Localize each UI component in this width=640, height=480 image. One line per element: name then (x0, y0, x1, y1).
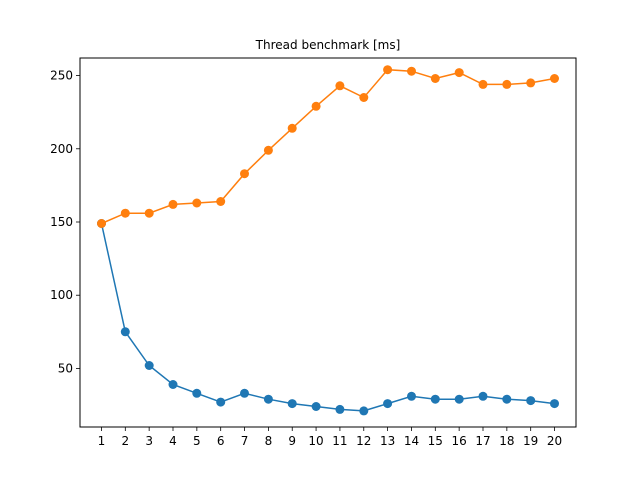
chart-title: Thread benchmark [ms] (255, 38, 401, 52)
series-2-point (502, 79, 512, 89)
x-tick-label: 1 (98, 434, 106, 448)
series-1-point (263, 394, 273, 404)
series-2-point (383, 65, 393, 75)
series-2-point (359, 93, 369, 102)
series-2-point (263, 145, 273, 155)
series-1-point (478, 391, 488, 401)
x-tick-label: 16 (452, 434, 467, 448)
x-tick-label: 15 (428, 434, 443, 448)
x-tick-label: 10 (308, 434, 323, 448)
series-1-point (144, 361, 154, 370)
series-1-point (216, 397, 226, 407)
series-2-point (478, 79, 488, 89)
series-2-point (335, 81, 345, 91)
series-1-point (359, 406, 369, 416)
x-tick-label: 8 (265, 434, 273, 448)
x-tick-label: 18 (499, 434, 514, 448)
x-tick-label: 13 (380, 434, 395, 448)
x-tick-label: 5 (193, 434, 201, 448)
series-1-point (192, 388, 202, 398)
x-tick-label: 3 (145, 434, 153, 448)
series-2-point (144, 208, 154, 218)
x-tick-label: 19 (523, 434, 538, 448)
plot-frame (79, 57, 577, 428)
series-2-point (407, 66, 416, 76)
series-2-point (287, 123, 297, 133)
x-tick-label: 4 (169, 434, 177, 448)
series-1-point (430, 394, 440, 404)
series-layer (97, 65, 559, 416)
y-tick-label: 200 (50, 142, 73, 156)
x-tick-label: 12 (356, 434, 371, 448)
series-2-point (454, 68, 464, 78)
series-2-point (430, 74, 440, 83)
x-tick-label: 17 (475, 434, 490, 448)
x-tick-label: 2 (121, 434, 129, 448)
x-axis: 1 2 3 4 5 6 7 8 9 10 11 12 13 14 15 16 17 18 19 20 (98, 427, 562, 448)
series-2-point (192, 198, 202, 208)
series-2-line (101, 68, 555, 225)
x-tick-label: 14 (404, 434, 419, 448)
x-tick-label: 9 (288, 434, 296, 448)
series-1-point (550, 399, 559, 409)
series-2-point (120, 208, 130, 218)
y-tick-label: 250 (50, 69, 73, 83)
series-1-point (407, 391, 416, 401)
x-tick-label: 20 (547, 434, 562, 448)
series-2-point (97, 219, 106, 228)
series-2-point (240, 169, 249, 179)
y-tick-label: 100 (50, 288, 73, 302)
series-1-point (120, 327, 130, 337)
x-tick-label: 6 (217, 434, 225, 448)
series-1-point (311, 402, 321, 411)
series-1-point (287, 399, 297, 409)
series-1-point (502, 394, 512, 404)
series-1-point (335, 404, 345, 414)
series-2-point (168, 199, 178, 209)
series-1-point (454, 394, 464, 404)
y-axis: 50 100 150 200 250 (50, 69, 80, 375)
x-tick-label: 11 (332, 434, 347, 448)
y-tick-label: 150 (50, 215, 73, 229)
series-2-point (550, 74, 559, 83)
series-2-point (216, 197, 226, 206)
series-1-point (240, 388, 249, 398)
series-2-point (311, 101, 321, 111)
x-tick-label: 7 (241, 434, 249, 448)
series-2-point (526, 78, 536, 88)
y-tick-label: 50 (58, 361, 73, 375)
series-1-point (526, 396, 536, 406)
series-1-point (168, 380, 178, 389)
series-1-point (383, 399, 393, 409)
